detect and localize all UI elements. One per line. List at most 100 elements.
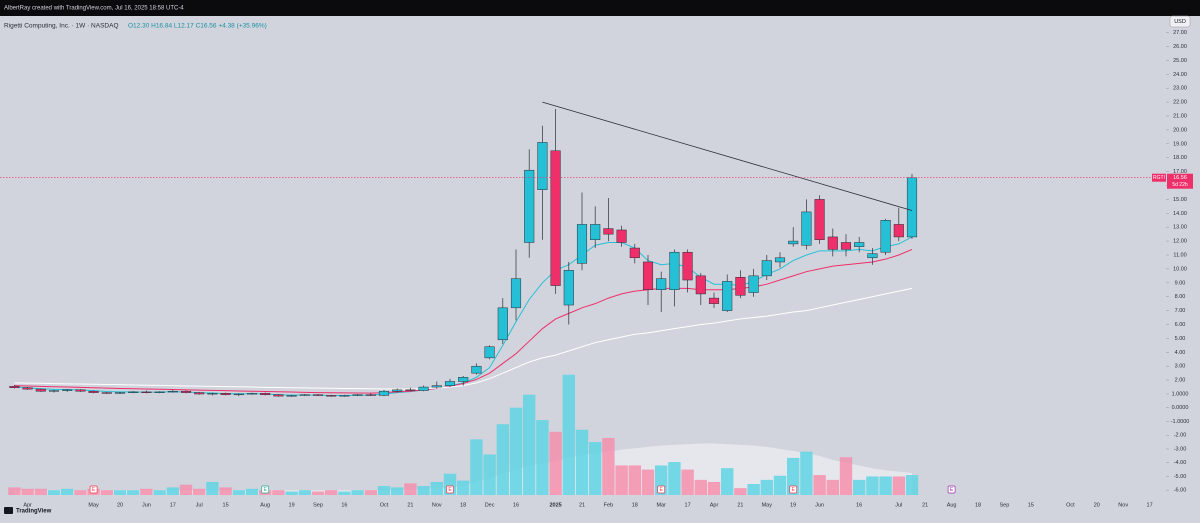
y-tick-label: 2.00 xyxy=(1175,378,1186,384)
y-tick-label: 10.00 xyxy=(1173,266,1187,272)
candle-body xyxy=(880,220,891,253)
y-tick-label: 17.00 xyxy=(1173,169,1187,175)
x-tick-label: 18 xyxy=(460,502,466,508)
y-tick-label: 18.00 xyxy=(1173,155,1187,161)
x-tick-label: Nov xyxy=(432,502,442,508)
x-tick-label: 20 xyxy=(1094,502,1100,508)
event-marker xyxy=(261,485,270,494)
volume-tick-label: -4.00 xyxy=(1174,460,1187,466)
event-marker xyxy=(947,485,956,494)
candle-body xyxy=(299,394,310,396)
x-tick-label: Aug xyxy=(260,502,270,508)
volume-tick-label: -1.0000 xyxy=(1171,419,1190,425)
volume-bar xyxy=(694,479,707,495)
volume-bar xyxy=(61,488,74,495)
x-tick-label: May xyxy=(762,502,773,508)
x-tick-label: Feb xyxy=(604,502,613,508)
currency-box[interactable] xyxy=(1169,15,1191,28)
countdown-label: 5d 22h xyxy=(1172,182,1188,188)
credit: AlbertRay created with TradingView.com, … xyxy=(4,6,184,12)
y-tick-label: 25.00 xyxy=(1173,58,1187,64)
volume-bar xyxy=(853,479,866,495)
volume-bar xyxy=(417,486,430,495)
candle-body xyxy=(431,385,442,388)
candle-body xyxy=(22,387,33,390)
candle-body xyxy=(682,251,693,281)
volume-bar xyxy=(8,487,21,495)
y-tick-label: 20.00 xyxy=(1173,127,1187,133)
candle-body xyxy=(484,346,495,359)
candle-body xyxy=(774,257,786,263)
volume-bar xyxy=(787,457,800,495)
volume-bar xyxy=(509,407,523,495)
volume-bar xyxy=(470,439,483,495)
top-bar xyxy=(0,0,1200,16)
candle-body xyxy=(576,224,588,264)
x-tick-label: Apr xyxy=(23,502,32,508)
candle-body xyxy=(708,297,720,304)
x-tick-label: 17 xyxy=(170,502,176,508)
y-tick-label: 3.00 xyxy=(1175,364,1186,370)
candle-body xyxy=(418,386,429,391)
candle-body xyxy=(603,228,614,235)
candle-body xyxy=(827,236,838,250)
candle-body xyxy=(365,394,376,396)
candle-body xyxy=(48,390,60,392)
candle-body xyxy=(75,389,86,392)
volume-bar xyxy=(391,487,404,495)
candle-body xyxy=(642,261,654,291)
candle-body xyxy=(114,392,126,394)
volume-bar xyxy=(127,490,140,495)
candle-body xyxy=(497,307,508,341)
x-tick-label: 20 xyxy=(117,502,123,508)
y-tick-label: 27.00 xyxy=(1173,30,1187,36)
candle-body xyxy=(669,251,680,290)
candle-body xyxy=(246,393,258,395)
y-tick-label: 9.00 xyxy=(1175,280,1186,286)
event-label: E xyxy=(92,487,96,493)
volume-bar xyxy=(74,490,87,495)
x-tick-label: Oct xyxy=(380,502,389,508)
candle-body xyxy=(405,389,416,391)
candle-body xyxy=(352,394,363,396)
volume-bar xyxy=(681,469,694,495)
candle-body xyxy=(207,393,218,395)
event-marker xyxy=(789,485,798,494)
y-tick-label: 13.00 xyxy=(1173,225,1187,231)
y-tick-label: 6.00 xyxy=(1175,322,1186,328)
volume-bar xyxy=(206,481,219,495)
candle-body xyxy=(854,242,865,247)
candle-body xyxy=(801,211,812,246)
candle-body xyxy=(761,260,772,277)
candle-body xyxy=(629,247,640,259)
candle-body xyxy=(128,391,139,393)
volume-bar xyxy=(602,437,615,495)
candle-body xyxy=(735,276,746,296)
volume-bar xyxy=(589,442,602,495)
volume-bar xyxy=(892,476,905,495)
volume-bar xyxy=(430,481,443,495)
x-tick-label: Sep xyxy=(1000,502,1010,508)
volume-bar xyxy=(562,374,575,495)
x-tick-label: Nov xyxy=(1118,502,1128,508)
candle-body xyxy=(458,377,469,382)
x-tick-label: 17 xyxy=(685,502,691,508)
volume-bar xyxy=(47,490,61,495)
candle-body xyxy=(273,394,284,397)
candle-body xyxy=(88,390,99,393)
candle-body xyxy=(550,150,561,286)
x-tick-label: Apr xyxy=(710,502,719,508)
volume-bar xyxy=(21,488,34,495)
candle-body xyxy=(180,390,192,393)
volume-bar xyxy=(351,490,364,495)
chart-title: Rigetti Computing, Inc. · 1W · NASDAQ xyxy=(4,23,119,30)
currency[interactable]: USD xyxy=(1174,19,1186,25)
volume-tick-label: -3.00 xyxy=(1174,446,1187,452)
x-tick-label: Dec xyxy=(485,502,495,508)
y-tick-label: 19.00 xyxy=(1173,141,1187,147)
plot-area: 27.00 26.00 25.00 24.00 23.00 22.00 21.00 20.00… xyxy=(0,30,1193,508)
volume-bar xyxy=(747,484,760,495)
x-tick-label: Oct xyxy=(1066,502,1075,508)
